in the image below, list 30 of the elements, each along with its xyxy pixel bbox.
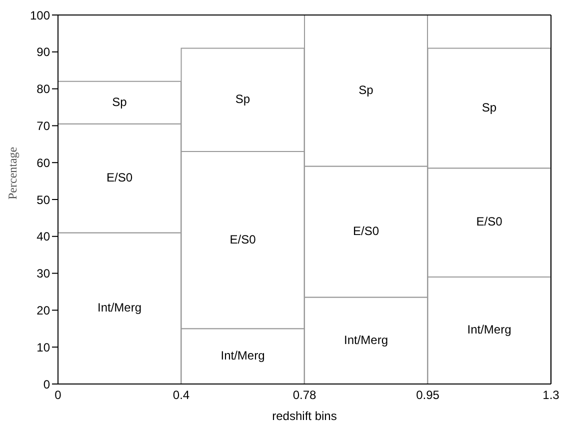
y-tick-label: 70 xyxy=(36,118,50,133)
text: 1.3 xyxy=(542,388,560,402)
series-label: E/S0 xyxy=(106,170,133,184)
y-tick-label: 40 xyxy=(36,230,50,244)
series-label: Sp xyxy=(112,94,128,109)
y-tick-label: 80 xyxy=(36,82,50,96)
y-tick-label: 90 xyxy=(36,45,50,60)
y-tick-label: 100 xyxy=(30,8,50,22)
text: 0.95 xyxy=(415,388,440,402)
y-tick-label: 0 xyxy=(43,377,50,392)
y-axis-title: Percentage xyxy=(5,146,20,200)
y-tick-label: 10 xyxy=(36,340,50,354)
y-tick-label: 50 xyxy=(36,192,50,207)
text: E/S0 xyxy=(230,232,256,246)
y-tick-label: 20 xyxy=(36,303,50,318)
y-tick-label: 30 xyxy=(36,266,50,281)
text: 0 xyxy=(54,388,62,402)
text: 0.4 xyxy=(172,388,191,402)
series-label: Int/Merg xyxy=(220,348,265,362)
text: 0.78 xyxy=(292,388,318,402)
text: Int/Merg xyxy=(344,332,388,347)
text: Int/Merg xyxy=(97,300,142,315)
x-axis-title: redshift bins xyxy=(272,409,337,423)
y-tick-label: 60 xyxy=(36,156,50,170)
text: Int/Merg xyxy=(467,322,512,337)
text: Sp xyxy=(358,82,374,97)
text: E/S0 xyxy=(476,214,502,229)
text: Sp xyxy=(235,92,250,106)
text: Sp xyxy=(482,100,497,114)
text: E/S0 xyxy=(352,224,380,238)
